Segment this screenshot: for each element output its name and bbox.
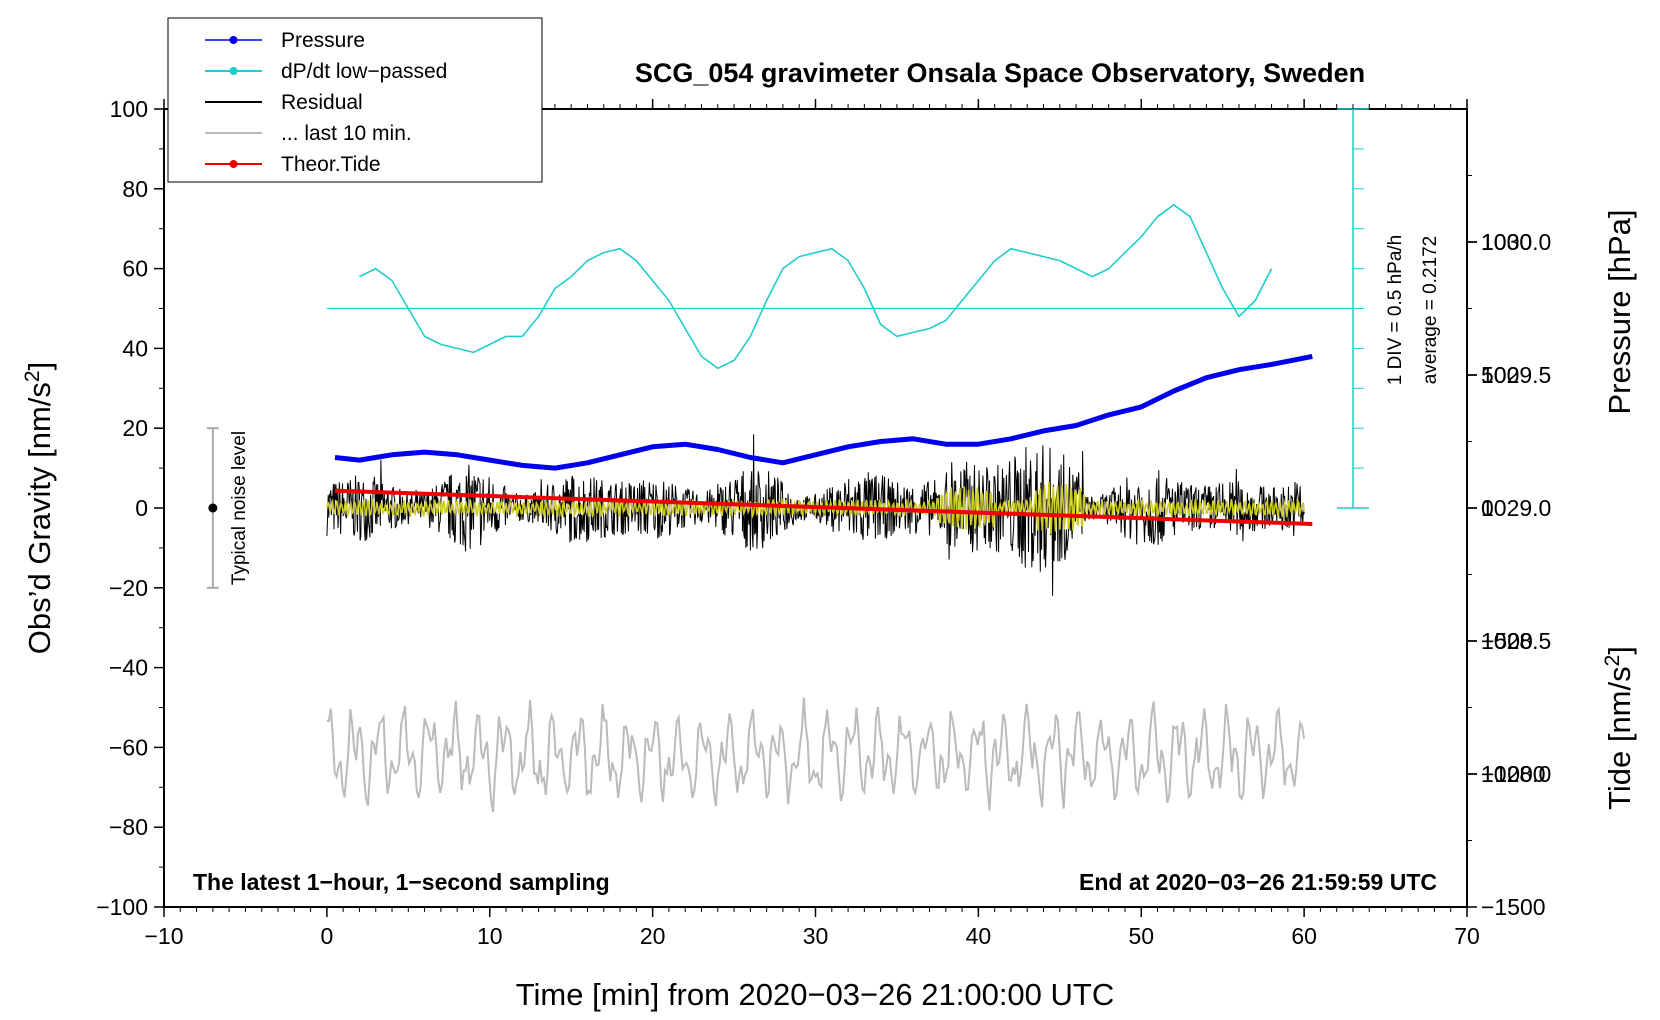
tide-tick-label: 0 [1481,495,1494,521]
legend-swatch-marker [229,36,238,44]
y-left-tick-label: 80 [122,176,148,202]
tide-tick-label: −1000 [1481,761,1546,787]
y-left-tick-label: −100 [96,894,148,920]
pressure-tick-label: 1029.0 [1481,495,1551,521]
data-layer [206,108,1369,813]
tide-tick-label: −500 [1481,628,1533,654]
legend-swatch-marker [229,67,238,75]
x-tick-label: 20 [640,923,666,949]
legend-items: Pressure dP/dt low−passed Residual ... last… [205,29,447,176]
x-tick-label: 10 [477,923,503,949]
tide-tick-label: −1500 [1481,894,1546,920]
pressure-tick-label: 1029.5 [1481,362,1551,388]
pressure-tick-label: 1030.0 [1481,229,1551,255]
pressure-tick-label: 1028.0 [1481,761,1551,787]
legend-label: Pressure [281,29,365,52]
dpdt-series [359,204,1273,370]
x-tick-label: 30 [803,923,829,949]
legend-label: Residual [281,91,363,114]
end-time-note: End at 2020−03−26 21:59:59 UTC [1079,869,1437,895]
y-left-tick-label: −40 [109,655,148,681]
pressure-axis-title: Pressure [hPa] [1602,209,1637,414]
dpdt-scale-label: 1 DIV = 0.5 hPa/h [1385,235,1406,386]
x-tick-label: 60 [1291,923,1317,949]
x-tick-label: 50 [1128,923,1154,949]
residual-lowpass-series [326,482,1305,534]
y-left-tick-label: 40 [122,335,148,361]
y-left-tick-label: 0 [135,495,148,521]
noise-bar-center [208,503,218,513]
pressure-tick-label: 1028.5 [1481,628,1551,654]
y-left-tick-label: −80 [109,814,148,840]
axis-layer: −10 0 10 20 30 40 50 60 70−100−80−60−40−20020406… [96,96,1551,949]
tide-axis-title: Tide [nm/s2] [1601,646,1638,810]
legend-label: Theor.Tide [281,153,381,176]
legend-box [167,17,543,183]
y-left-tick-label: 60 [122,256,148,282]
y-left-tick-label: 20 [122,415,148,441]
sampling-note: The latest 1−hour, 1−second sampling [193,869,610,895]
pressure-series [334,353,1313,471]
y-left-tick-label: −20 [109,575,148,601]
x-tick-label: −10 [144,923,183,949]
dpdt-average-label: average = 0.2172 [1420,236,1441,384]
tide-series [334,488,1313,526]
noise-level-label: Typical noise level [229,431,250,585]
y-left-tick-label: 100 [110,96,148,122]
x-tick-label: 0 [320,923,333,949]
tide-tick-label: 1000 [1481,229,1532,255]
x-tick-label: 70 [1454,923,1480,949]
legend: Pressure dP/dt low−passed Residual ... last… [167,17,543,183]
superscript-two: 2 [21,370,44,382]
chart-title: SCG_054 gravimeter Onsala Space Observat… [635,58,1365,88]
last-10-min-series [326,697,1306,813]
y-left-axis-title: Obs’d Gravity [nm/s2] [21,362,58,655]
legend-swatch-marker [229,160,238,168]
tide-tick-label: 500 [1481,362,1519,388]
legend-label: dP/dt low−passed [281,60,447,83]
x-tick-label: 40 [966,923,992,949]
y-left-tick-label: −60 [109,734,148,760]
x-axis-title: Time [min] from 2020−03−26 21:00:00 UTC [516,977,1115,1012]
legend-label: ... last 10 min. [281,122,412,145]
superscript-two: 2 [1601,655,1624,667]
